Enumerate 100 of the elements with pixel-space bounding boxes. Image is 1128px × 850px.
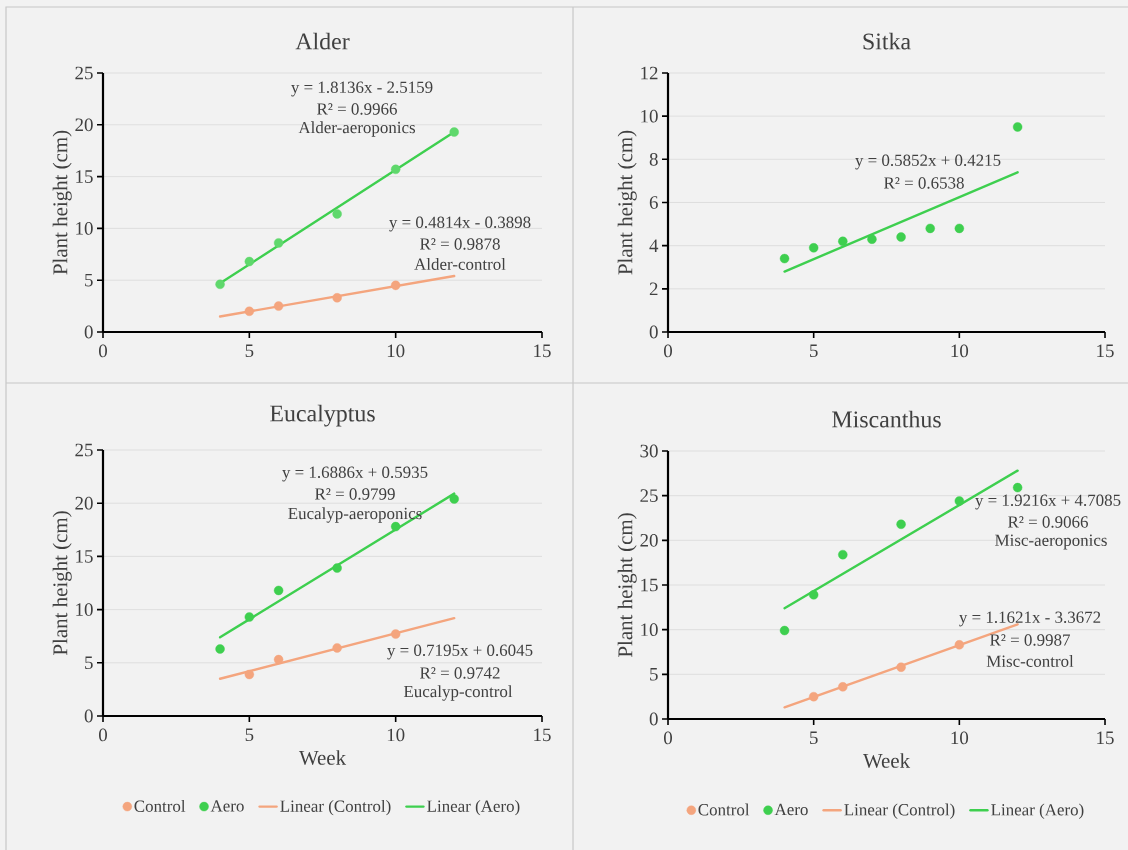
- y-tick-label: 2: [649, 282, 658, 296]
- point: [332, 293, 342, 303]
- y-axis-title: Plant height (cm): [52, 511, 72, 656]
- legend-label: Control: [698, 803, 750, 816]
- x-tick-label: 5: [245, 728, 254, 742]
- legend-label: Aero: [774, 803, 808, 816]
- x-tick-label: 0: [663, 731, 673, 745]
- legend-label: Aero: [210, 800, 244, 812]
- annotation: y = 1.6886x + 0.5935: [282, 466, 428, 482]
- point: [838, 682, 848, 692]
- annotation: y = 1.8136x - 2.5159: [291, 81, 433, 97]
- annotation: R² = 0.9966: [317, 103, 397, 115]
- y-tick-label: 20: [75, 118, 93, 132]
- x-tick-label: 15: [1097, 731, 1114, 745]
- x-axis-title: Week: [298, 750, 347, 765]
- y-tick-label: 10: [76, 603, 93, 616]
- y-tick-label: 0: [84, 325, 93, 339]
- point: [779, 625, 790, 636]
- y-tick-label: 12: [641, 66, 658, 80]
- annotation: y = 0.4814x - 0.3898: [389, 216, 531, 232]
- point: [273, 238, 284, 248]
- y-axis-title: Plant height (cm): [52, 130, 72, 275]
- point: [896, 232, 906, 242]
- point: [215, 644, 225, 654]
- y-tick-label: 20: [640, 533, 658, 547]
- y-tick-label: 25: [75, 66, 93, 80]
- point: [273, 585, 284, 596]
- x-tick-label: 10: [951, 344, 969, 358]
- x-tick-label: 5: [810, 344, 818, 358]
- point: [332, 643, 342, 653]
- annotation: R² = 0.9799: [315, 488, 395, 500]
- y-tick-label: 25: [75, 443, 93, 457]
- x-tick-label: 0: [98, 344, 107, 358]
- legend-label: Control: [134, 799, 186, 812]
- point: [244, 669, 255, 680]
- point: [273, 654, 284, 665]
- legend-label: Linear (Control): [844, 803, 955, 819]
- point: [838, 549, 848, 560]
- point: [925, 223, 935, 234]
- y-tick-label: 10: [76, 222, 93, 235]
- y-tick-label: 10: [641, 623, 658, 637]
- x-tick-label: 5: [810, 731, 818, 745]
- annotation: y = 1.1621x - 3.3672: [959, 611, 1101, 627]
- annotation: Alder-control: [414, 258, 506, 270]
- point: [896, 519, 906, 529]
- x-axis-title: Week: [862, 753, 911, 768]
- annotation: y = 0.5852x + 0.4215: [855, 154, 1001, 170]
- y-tick-label: 8: [649, 152, 658, 166]
- legend-label: Linear (Control): [280, 799, 391, 816]
- annotation: Misc-aeroponics: [995, 534, 1107, 550]
- y-tick-label: 10: [641, 109, 658, 123]
- point: [273, 301, 284, 311]
- point: [449, 127, 459, 137]
- point: [449, 494, 459, 504]
- x-tick-label: 15: [534, 344, 551, 358]
- point: [779, 253, 790, 264]
- y-tick-label: 30: [640, 444, 658, 458]
- y-tick-label: 4: [649, 239, 659, 252]
- y-tick-label: 5: [85, 273, 93, 287]
- x-tick-label: 0: [663, 344, 673, 358]
- point: [332, 563, 342, 573]
- point: [954, 496, 965, 506]
- y-tick-label: 15: [76, 550, 93, 563]
- point: [954, 640, 965, 650]
- x-tick-label: 15: [1097, 344, 1114, 358]
- legend-label: Linear (Aero): [427, 799, 520, 816]
- point: [244, 306, 255, 316]
- annotation: R² = 0.6538: [884, 177, 964, 189]
- x-tick-label: 15: [534, 728, 551, 742]
- annotation: Misc-control: [986, 655, 1074, 667]
- y-tick-label: 25: [640, 489, 658, 503]
- point: [954, 223, 965, 234]
- point: [244, 256, 255, 267]
- point: [244, 612, 255, 622]
- y-tick-label: 6: [649, 196, 658, 209]
- x-tick-label: 0: [98, 728, 107, 742]
- annotation: y = 1.9216x + 4.7085: [975, 494, 1121, 510]
- y-tick-label: 0: [649, 325, 658, 339]
- point: [390, 164, 401, 175]
- y-tick-label: 20: [75, 496, 93, 510]
- annotation: R² = 0.9066: [1008, 516, 1088, 528]
- point: [215, 279, 225, 290]
- x-tick-label: 10: [951, 731, 969, 745]
- point: [838, 236, 848, 247]
- point: [390, 629, 401, 639]
- chart-title: Alder: [295, 32, 350, 50]
- legend-label: Linear (Aero): [991, 803, 1084, 819]
- y-tick-label: 5: [650, 668, 658, 681]
- y-tick-label: 15: [76, 170, 93, 183]
- x-tick-label: 10: [387, 344, 405, 358]
- x-tick-label: 5: [245, 344, 254, 358]
- point: [1012, 122, 1023, 132]
- point: [808, 691, 819, 702]
- y-tick-label: 0: [84, 709, 93, 723]
- annotation: y = 0.7195x + 0.6045: [387, 644, 533, 660]
- annotation: Alder-aeroponics: [298, 121, 416, 137]
- y-axis-title: Plant height (cm): [617, 513, 637, 658]
- annotation: Eucalyp-control: [403, 685, 513, 701]
- point: [808, 243, 819, 253]
- point: [1012, 482, 1023, 493]
